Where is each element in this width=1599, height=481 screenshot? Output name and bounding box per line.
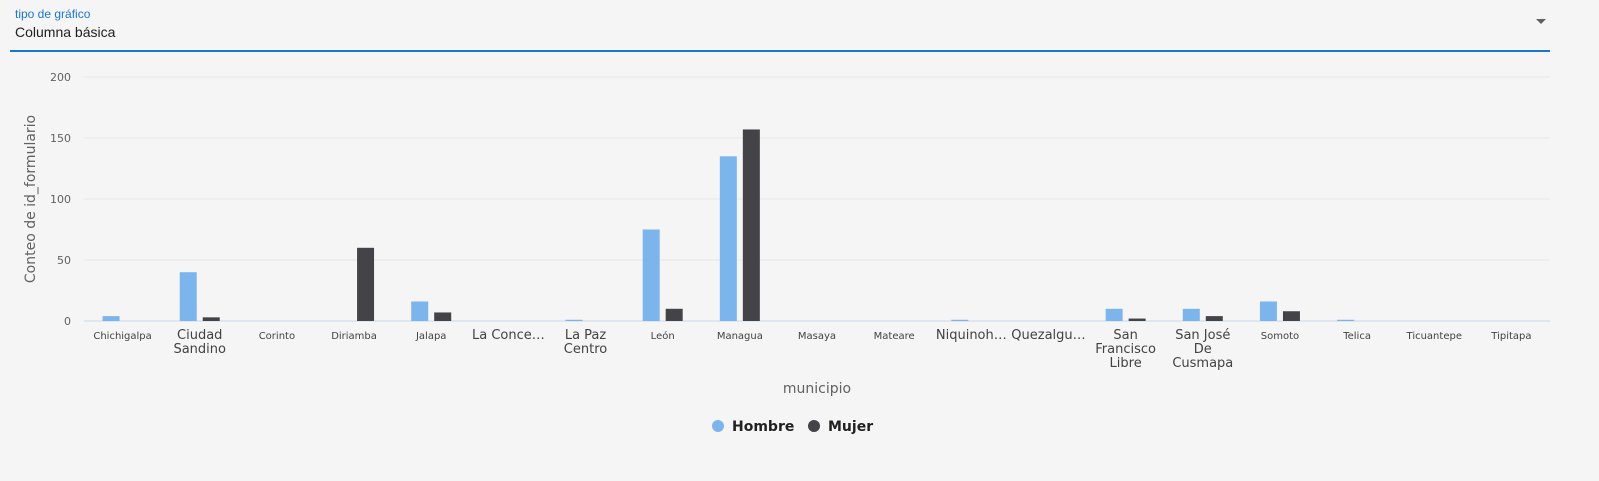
bar-hombre-15[interactable] [1259, 301, 1277, 321]
x-tick-label: Quezalgu… [1011, 328, 1085, 343]
x-tick-label: Niquinoh… [936, 328, 1007, 343]
bar-mujer-15[interactable] [1282, 311, 1300, 321]
bar-hombre-0[interactable] [102, 316, 120, 321]
x-tick-label: Managua [717, 331, 763, 342]
x-tick-label: Jalapa [415, 331, 446, 342]
bar-hombre-8[interactable] [719, 156, 737, 321]
bar-mujer-7[interactable] [665, 308, 683, 321]
x-tick-label: Telica [1342, 331, 1371, 342]
bar-hombre-1[interactable] [179, 272, 197, 321]
x-tick-label: Masaya [798, 331, 836, 342]
x-tick-label: León [651, 330, 675, 342]
chart-type-label: tipo de gráfico [15, 7, 91, 21]
chart-type-value[interactable]: Columna básica [15, 24, 116, 40]
x-tick-label: Diriamba [331, 331, 377, 342]
legend-marker-hombre[interactable] [712, 420, 724, 432]
y-tick-label: 200 [50, 71, 71, 84]
select-underline [10, 50, 1550, 52]
x-tick-label: La Paz Centro [564, 328, 607, 357]
dropdown-arrow-icon[interactable] [1536, 19, 1546, 24]
y-tick-label: 100 [50, 193, 71, 206]
legend-marker-mujer[interactable] [808, 420, 820, 432]
bar-hombre-11[interactable] [951, 319, 969, 321]
bar-mujer-4[interactable] [434, 312, 452, 321]
x-tick-label: Chichigalpa [93, 331, 151, 342]
bar-hombre-4[interactable] [411, 301, 429, 321]
y-tick-label: 150 [50, 132, 71, 145]
bar-hombre-7[interactable] [642, 229, 660, 322]
bar-hombre-16[interactable] [1337, 319, 1355, 321]
y-tick-label: 50 [57, 254, 71, 267]
y-axis-title: Conteo de id_formulario [23, 115, 39, 283]
bar-mujer-8[interactable] [742, 129, 760, 321]
x-tick-label: Ciudad Sandino [173, 328, 226, 357]
x-tick-label: La Conce… [472, 328, 545, 343]
bar-mujer-13[interactable] [1128, 318, 1146, 321]
x-tick-label: Mateare [874, 331, 915, 342]
bar-hombre-13[interactable] [1105, 308, 1123, 321]
legend-label-hombre[interactable]: Hombre [732, 419, 794, 435]
bar-hombre-14[interactable] [1182, 308, 1200, 321]
bar-mujer-1[interactable] [202, 317, 220, 321]
x-tick-label: Somoto [1261, 331, 1299, 342]
bar-mujer-14[interactable] [1205, 316, 1223, 321]
bar-mujer-3[interactable] [357, 247, 375, 321]
y-tick-label: 0 [64, 315, 71, 328]
x-tick-label: San Francisco Libre [1095, 328, 1156, 371]
x-tick-label: Ticuantepe [1406, 331, 1462, 342]
legend-label-mujer[interactable]: Mujer [828, 419, 873, 435]
x-tick-label: San José De Cusmapa [1172, 328, 1233, 371]
x-tick-label: Tipitapa [1490, 331, 1531, 342]
chart-type-select[interactable]: tipo de gráfico Columna básica [10, 0, 1550, 52]
x-tick-label: Corinto [259, 331, 295, 342]
x-axis-title: municipio [783, 381, 851, 397]
bar-hombre-6[interactable] [565, 319, 583, 321]
